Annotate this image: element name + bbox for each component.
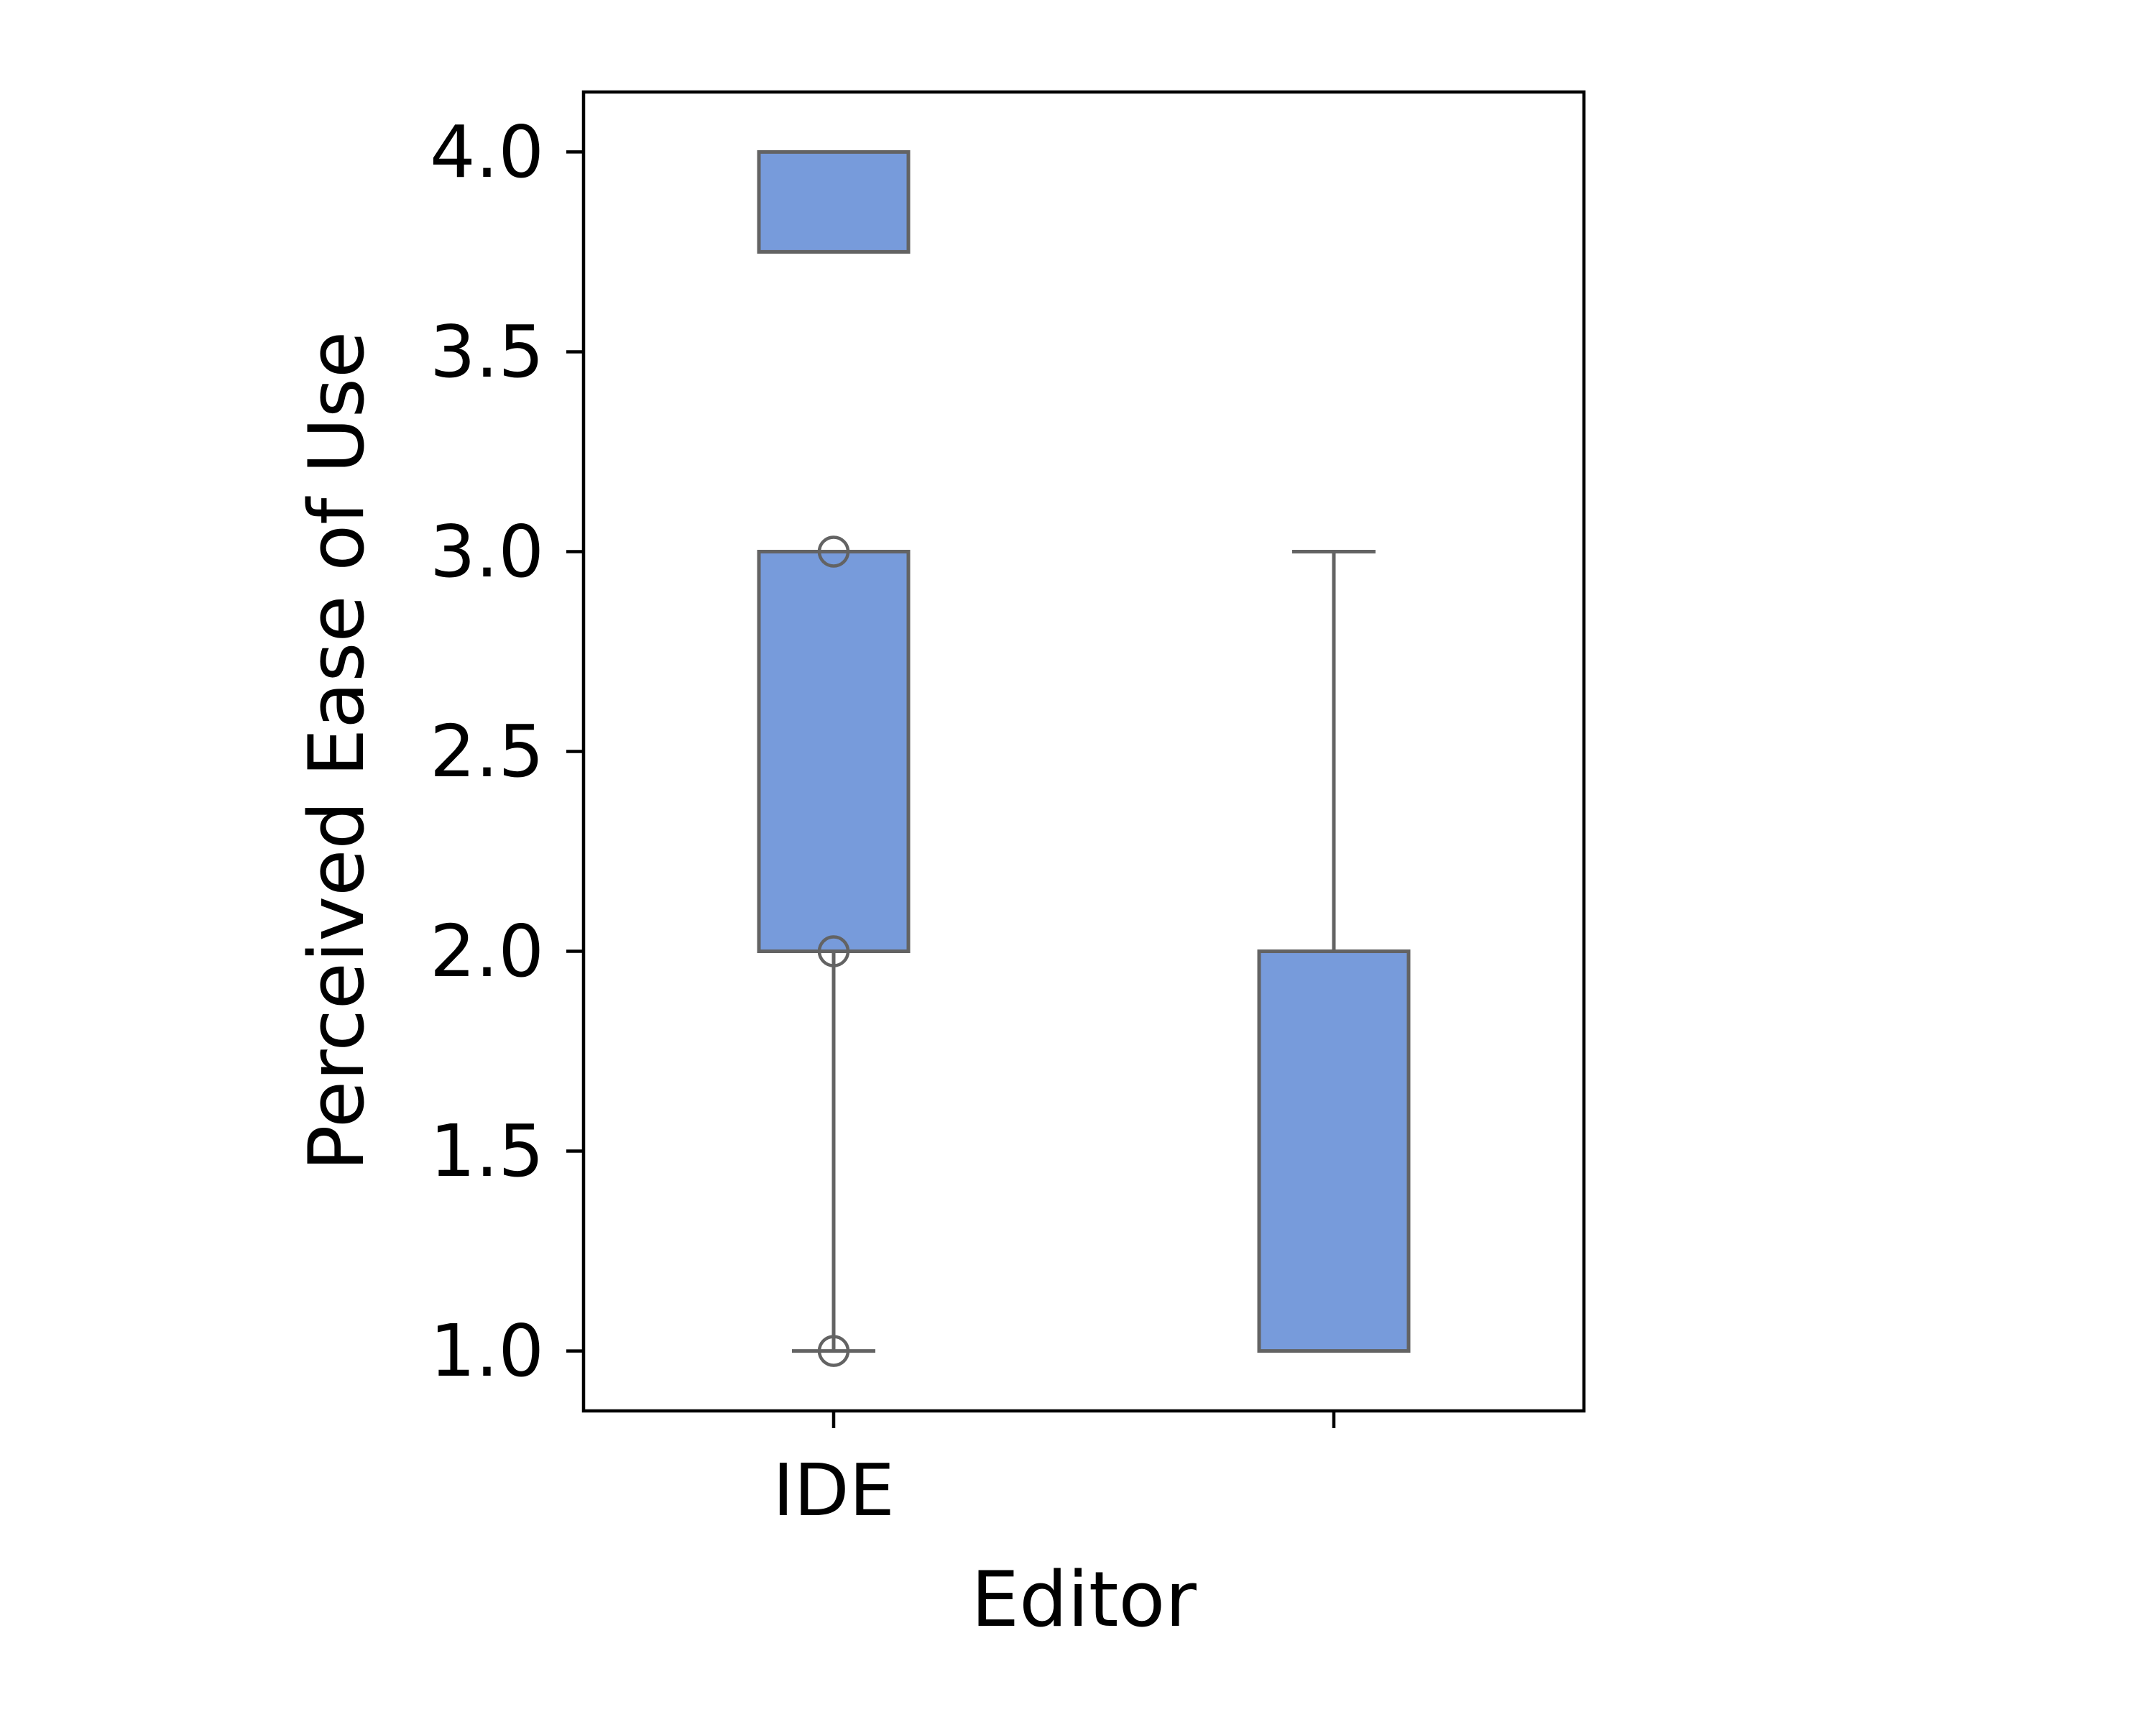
box (1257, 949, 1411, 1353)
plot-frame (581, 90, 1586, 1413)
y-tick-label: 3.5 (430, 310, 544, 394)
y-tick-label: 2.5 (430, 709, 544, 794)
x-tick-label: IDE (773, 1448, 895, 1532)
outlier-point (817, 935, 850, 967)
y-axis-label: Perceived Ease of Use (292, 331, 381, 1171)
box (757, 549, 911, 954)
y-tick-label: 3.0 (430, 510, 544, 594)
box (757, 150, 911, 254)
x-axis-label: Editor (971, 1555, 1197, 1644)
plot-marks (757, 150, 1411, 1367)
y-tick-label: 4.0 (430, 110, 544, 194)
y-tick-label: 1.5 (430, 1109, 544, 1193)
y-tick-label: 2.0 (430, 909, 544, 993)
outlier-point (817, 535, 850, 568)
y-tick-label: 1.0 (430, 1309, 544, 1393)
outlier-point (817, 1335, 850, 1367)
axes: 1.0 1.5 2.0 2.5 3.0 3.5 4.0 IDE (430, 110, 1336, 1532)
